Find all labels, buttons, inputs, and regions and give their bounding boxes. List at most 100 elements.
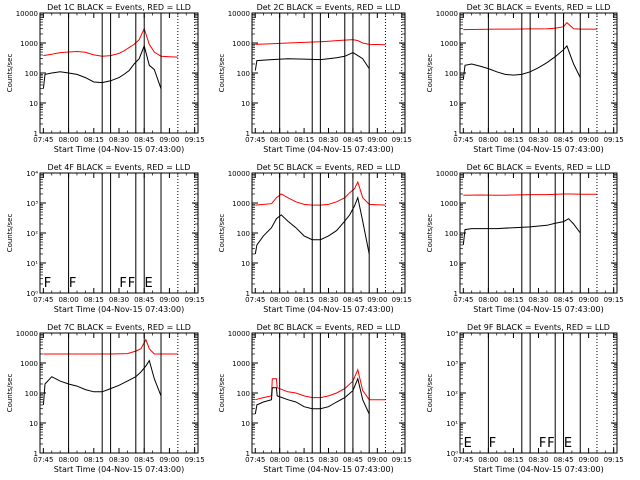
x-tick-label: 08:15 xyxy=(84,296,104,304)
y-tick-label: 1000 xyxy=(232,360,250,368)
y-tick-label: 10³ xyxy=(446,360,458,368)
x-tick-label: 08:15 xyxy=(84,136,104,144)
y-tick-label: 1000 xyxy=(440,40,458,48)
y-axis-label: Counts/sec xyxy=(218,374,226,413)
x-tick-label: 07:45 xyxy=(245,136,265,144)
x-tick-label: 08:00 xyxy=(270,456,290,464)
y-tick-label: 100 xyxy=(25,390,38,398)
panel-title: Det 7C BLACK = Events, RED = LLD xyxy=(47,323,191,332)
flag-label: E xyxy=(464,436,472,451)
panel-title: Det 9F BLACK = Events, RED = LLD xyxy=(467,323,610,332)
x-tick-label: 07:45 xyxy=(453,296,473,304)
x-tick-label: 09:15 xyxy=(392,136,412,144)
x-tick-label: 08:45 xyxy=(134,456,154,464)
y-tick-label: 10¹ xyxy=(26,260,38,268)
x-axis-label: Start Time (04-Nov-15 07:43:00) xyxy=(473,305,603,314)
y-axis-label: Counts/sec xyxy=(6,54,14,93)
y-tick-label: 10000 xyxy=(436,170,458,178)
y-tick-label: 1 xyxy=(454,290,458,298)
y-tick-label: 100 xyxy=(445,230,458,238)
y-tick-label: 1 xyxy=(34,130,38,138)
panel-title: Det 6C BLACK = Events, RED = LLD xyxy=(467,163,611,172)
x-tick-label: 08:15 xyxy=(294,296,314,304)
x-tick-label: 08:45 xyxy=(553,136,573,144)
series-lld xyxy=(43,27,178,58)
x-tick-label: 08:15 xyxy=(84,456,104,464)
flag-label: E xyxy=(145,276,153,291)
x-tick-label: 07:45 xyxy=(245,456,265,464)
series-lld xyxy=(255,39,386,46)
y-tick-label: 10⁴ xyxy=(26,170,38,178)
y-tick-label: 10 xyxy=(29,420,38,428)
x-tick-label: 08:30 xyxy=(528,136,548,144)
y-tick-label: 1000 xyxy=(440,200,458,208)
flag-label: F xyxy=(128,276,135,291)
x-tick-label: 08:30 xyxy=(318,296,338,304)
x-tick-label: 08:30 xyxy=(528,296,548,304)
y-tick-label: 100 xyxy=(237,230,250,238)
x-tick-label: 09:00 xyxy=(367,296,387,304)
y-tick-label: 10² xyxy=(26,230,38,238)
x-tick-label: 09:00 xyxy=(367,456,387,464)
x-tick-label: 08:00 xyxy=(478,136,498,144)
y-tick-label: 10000 xyxy=(16,330,38,338)
y-tick-label: 10⁴ xyxy=(446,330,458,338)
x-tick-label: 08:00 xyxy=(58,296,78,304)
x-tick-label: 09:15 xyxy=(392,296,412,304)
x-tick-label: 08:45 xyxy=(343,136,363,144)
y-tick-label: 10 xyxy=(449,100,458,108)
y-tick-label: 10³ xyxy=(26,200,38,208)
panel-title: Det 3C BLACK = Events, RED = LLD xyxy=(467,3,611,12)
x-tick-label: 08:15 xyxy=(503,136,523,144)
y-tick-label: 10 xyxy=(241,100,250,108)
y-axis-label: Counts/sec xyxy=(6,374,14,413)
x-tick-label: 08:30 xyxy=(109,456,129,464)
y-tick-label: 1000 xyxy=(232,200,250,208)
flag-label: F xyxy=(44,276,51,291)
y-tick-label: 1 xyxy=(34,450,38,458)
y-axis-label: Counts/sec xyxy=(218,214,226,253)
y-axis-label: Counts/sec xyxy=(218,54,226,93)
x-tick-label: 09:00 xyxy=(159,296,179,304)
panel-det-3: Det 3C BLACK = Events, RED = LLD 1 10 100 10… xyxy=(426,3,624,154)
x-tick-label: 09:00 xyxy=(159,456,179,464)
y-tick-label: 1 xyxy=(246,290,250,298)
x-tick-label: 08:45 xyxy=(553,456,573,464)
y-tick-label: 1000 xyxy=(232,40,250,48)
flag-label: F xyxy=(547,436,554,451)
panel-title: Det 2C BLACK = Events, RED = LLD xyxy=(257,3,401,12)
panel-title: Det 5C BLACK = Events, RED = LLD xyxy=(257,163,401,172)
x-tick-label: 08:15 xyxy=(503,456,523,464)
panel-det-6: Det 6C BLACK = Events, RED = LLD 1 10 100 10… xyxy=(426,163,624,314)
x-tick-label: 08:00 xyxy=(478,296,498,304)
x-tick-label: 09:15 xyxy=(604,456,624,464)
x-tick-label: 08:00 xyxy=(270,296,290,304)
x-tick-label: 08:00 xyxy=(270,136,290,144)
x-tick-label: 09:00 xyxy=(159,136,179,144)
x-tick-label: 09:00 xyxy=(367,136,387,144)
y-tick-label: 100 xyxy=(445,70,458,78)
y-tick-label: 1 xyxy=(246,450,250,458)
y-tick-label: 10² xyxy=(446,390,458,398)
x-tick-label: 09:00 xyxy=(579,136,599,144)
flag-label: F xyxy=(539,436,546,451)
x-tick-label: 08:30 xyxy=(528,456,548,464)
x-tick-label: 08:00 xyxy=(478,456,498,464)
y-tick-label: 100 xyxy=(25,70,38,78)
x-tick-label: 08:45 xyxy=(134,296,154,304)
panel-det-4: Det 4F BLACK = Events, RED = LLD 10⁰ 10¹ 10… xyxy=(6,163,205,314)
panel-det-7: Det 7C BLACK = Events, RED = LLD 1 10 100 10… xyxy=(6,323,205,474)
y-tick-label: 1 xyxy=(246,130,250,138)
y-tick-label: 100 xyxy=(237,390,250,398)
x-tick-label: 08:30 xyxy=(109,136,129,144)
series-events xyxy=(254,52,370,71)
y-axis-label: Counts/sec xyxy=(426,374,434,413)
y-tick-label: 1000 xyxy=(20,40,38,48)
x-tick-label: 08:30 xyxy=(318,456,338,464)
y-axis-label: Counts/sec xyxy=(426,214,434,253)
x-tick-label: 08:15 xyxy=(503,296,523,304)
x-tick-label: 09:15 xyxy=(185,456,205,464)
x-tick-label: 07:45 xyxy=(453,136,473,144)
panel-det-9: Det 9F BLACK = Events, RED = LLD 10⁰ 10¹ 10… xyxy=(426,323,624,474)
panel-title: Det 4F BLACK = Events, RED = LLD xyxy=(48,163,191,172)
